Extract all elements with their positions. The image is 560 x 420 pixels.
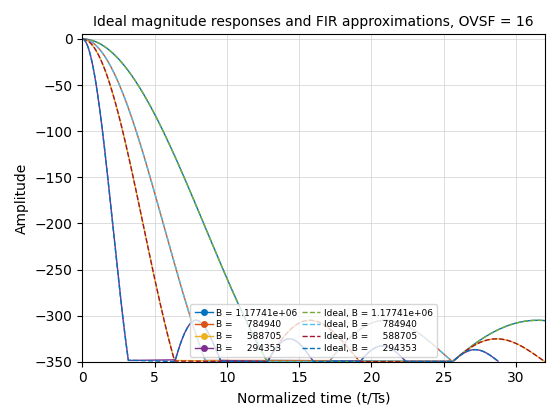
B =     784940 (79, 37, 86, 42)
Ideal, B =     294353 (496, 359, 502, 364)
B =     294353 (199, 321, 206, 326)
B =     784940 (181, 295, 188, 300)
Ideal, B = 1.17741e+06 (542, 318, 548, 323)
Ideal, B =     588705 (323, 324, 330, 329)
Ideal, B =     784940 (337, 345, 344, 350)
Ideal, B =     588705 (318, 320, 324, 326)
Ideal, B =     588705 (265, 357, 272, 362)
Ideal, B =     784940 (386, 318, 393, 323)
B =     588705 (309, 318, 316, 323)
B =     588705 (282, 332, 289, 337)
Ideal, B =     784940 (345, 337, 352, 342)
Ideal, B = 1.17741e+06 (79, 37, 86, 42)
Ideal, B =     784940 (79, 37, 86, 42)
Ideal, B =     294353 (102, 158, 109, 163)
Ideal, B = 1.17741e+06 (199, 218, 206, 223)
Ideal, B =     294353 (265, 357, 272, 362)
Ideal, B =     294353 (398, 354, 405, 360)
Ideal, B =     588705 (125, 156, 132, 161)
B =     294353 (102, 157, 109, 162)
B =     294353 (310, 359, 317, 364)
B = 1.17741e+06 (244, 320, 250, 325)
Line: B =     588705: B = 588705 (82, 39, 545, 362)
Line: Ideal, B =     294353: Ideal, B = 294353 (82, 39, 499, 362)
B = 1.17741e+06 (450, 358, 457, 363)
B =     588705 (79, 37, 86, 42)
B =     588705 (542, 359, 548, 364)
Ideal, B =     294353 (402, 359, 409, 364)
B =     294353 (79, 37, 86, 42)
B =     588705 (141, 229, 148, 234)
B =     784940 (337, 345, 344, 350)
Ideal, B = 1.17741e+06 (116, 57, 123, 62)
B =     588705 (80, 37, 87, 42)
Line: Ideal, B =     588705: Ideal, B = 588705 (82, 39, 545, 362)
Ideal, B = 1.17741e+06 (231, 292, 237, 297)
Ideal, B =     784940 (86, 38, 93, 43)
Ideal, B =     588705 (542, 359, 548, 364)
B = 1.17741e+06 (542, 318, 548, 323)
Line: Ideal, B = 1.17741e+06: Ideal, B = 1.17741e+06 (82, 39, 545, 362)
B = 1.17741e+06 (79, 37, 86, 42)
Ideal, B =     588705 (79, 37, 86, 42)
Legend: B = 1.17741e+06, B =     784940, B =     588705, B =     294353, Ideal, B = 1.17: B = 1.17741e+06, B = 784940, B = 588705,… (190, 304, 437, 357)
Ideal, B = 1.17741e+06 (172, 156, 179, 161)
Line: Ideal, B =     784940: Ideal, B = 784940 (82, 39, 452, 362)
Ideal, B =     294353 (79, 37, 86, 42)
Ideal, B =     784940 (162, 230, 169, 235)
B =     784940 (138, 144, 144, 149)
B =     784940 (449, 359, 455, 364)
Ideal, B =     784940 (449, 359, 456, 364)
B =     784940 (344, 337, 351, 342)
B =     294353 (267, 354, 274, 359)
B = 1.17741e+06 (450, 359, 456, 364)
Ideal, B =     784940 (354, 329, 361, 334)
B = 1.17741e+06 (148, 105, 155, 110)
Title: Ideal magnitude responses and FIR approximations, OVSF = 16: Ideal magnitude responses and FIR approx… (94, 15, 534, 29)
Ideal, B =     588705 (292, 323, 298, 328)
Ideal, B =     588705 (116, 114, 123, 119)
B =     588705 (171, 358, 178, 363)
Line: B = 1.17741e+06: B = 1.17741e+06 (82, 39, 545, 361)
B = 1.17741e+06 (166, 141, 172, 146)
B =     784940 (169, 252, 175, 257)
Ideal, B = 1.17741e+06 (225, 278, 231, 284)
B = 1.17741e+06 (253, 338, 259, 343)
Line: B =     784940: B = 784940 (82, 39, 452, 361)
B =     294353 (188, 320, 194, 326)
Y-axis label: Amplitude: Amplitude (15, 163, 29, 234)
X-axis label: Normalized time (t/Ts): Normalized time (t/Ts) (237, 391, 390, 405)
Ideal, B = 1.17741e+06 (125, 69, 132, 74)
Ideal, B =     294353 (376, 344, 383, 349)
B =     588705 (109, 89, 115, 94)
Line: B =     294353: B = 294353 (82, 39, 498, 362)
Ideal, B =     294353 (273, 345, 280, 350)
B = 1.17741e+06 (497, 326, 504, 331)
Ideal, B = 1.17741e+06 (449, 359, 456, 364)
B =     784940 (190, 324, 197, 329)
B =     294353 (293, 339, 300, 344)
B =     294353 (494, 359, 501, 364)
B =     294353 (295, 340, 302, 345)
